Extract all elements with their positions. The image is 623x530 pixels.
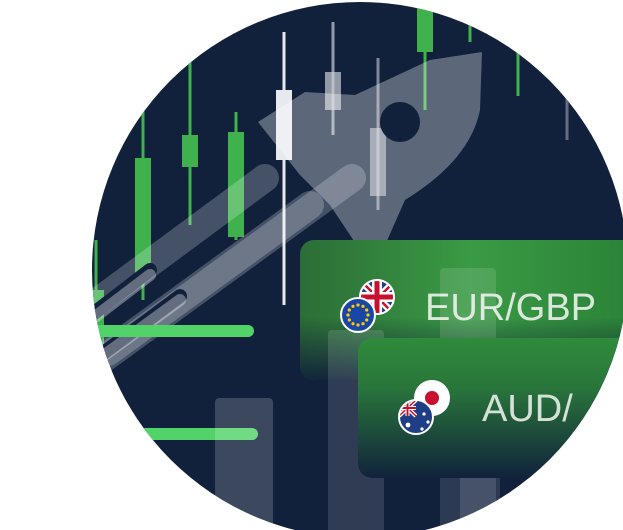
pair-row-aud: AUD/ — [398, 380, 573, 435]
australia-flag-icon — [398, 399, 434, 435]
rocket-icon — [258, 52, 482, 252]
pair-label-aud: AUD/ — [482, 388, 573, 430]
eu-flag-icon — [340, 297, 376, 333]
pair-row-eurgbp: EUR/GBP — [340, 279, 596, 333]
bg-bar — [215, 398, 273, 530]
accent-bar-top — [92, 325, 254, 337]
pair-label-eurgbp: EUR/GBP — [425, 287, 596, 329]
